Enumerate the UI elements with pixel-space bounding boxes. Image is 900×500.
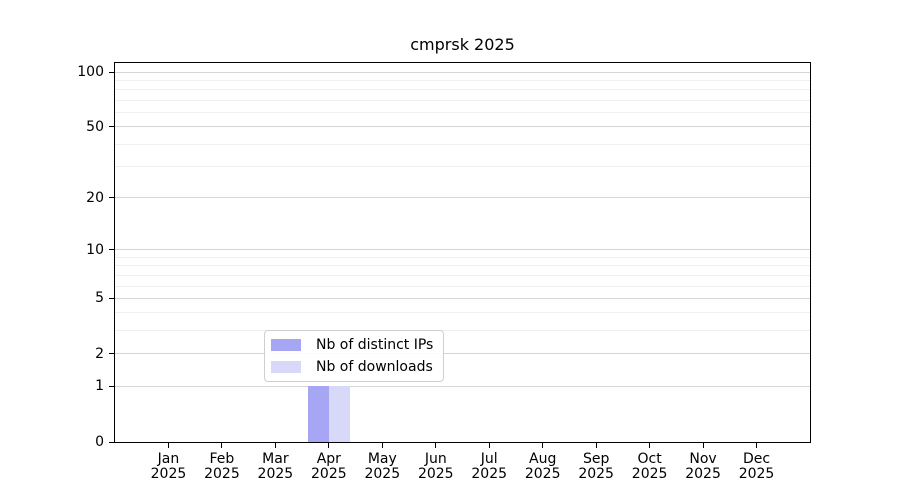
x-tick-label-year: 2025 [631, 466, 668, 482]
y-tick-label: 5 [95, 290, 104, 307]
x-tick-label-month: Mar [262, 451, 289, 467]
x-tick-label-year: 2025 [364, 466, 401, 482]
x-tick-label: Jul 2025 [457, 452, 521, 482]
gridline-minor [115, 312, 810, 314]
gridline-minor [115, 143, 810, 145]
x-tick-label-month: May [367, 451, 397, 467]
x-tick-mark [435, 443, 437, 448]
x-tick-label-month: Nov [689, 451, 717, 467]
x-tick-label: Sep 2025 [564, 452, 628, 482]
x-tick-label-month: Apr [316, 451, 341, 467]
gridline-minor [115, 99, 810, 101]
y-tick-mark [109, 197, 114, 199]
y-tick-mark [109, 441, 114, 443]
x-tick-label-month: Aug [529, 451, 557, 467]
y-tick-label: 20 [86, 189, 104, 206]
x-tick-mark [221, 443, 223, 448]
legend-swatch-distinct-ips [271, 339, 301, 351]
x-tick-label-month: Feb [209, 451, 235, 467]
y-tick-mark [109, 353, 114, 355]
y-tick-label: 1 [95, 378, 104, 395]
x-tick-mark [595, 443, 597, 448]
y-tick-mark [109, 385, 114, 387]
gridline-minor [115, 79, 810, 81]
y-tick-label: 2 [95, 345, 104, 362]
gridline-minor [115, 265, 810, 267]
x-tick-label: Aug 2025 [511, 452, 575, 482]
x-tick-label-year: 2025 [150, 466, 187, 482]
x-tick-label: Nov 2025 [671, 452, 735, 482]
y-tick-mark [109, 297, 114, 299]
y-tick-mark [109, 249, 114, 251]
x-tick-label-month: Oct [637, 451, 662, 467]
x-tick-label-year: 2025 [738, 466, 775, 482]
y-tick-label: 100 [77, 64, 104, 80]
x-tick-mark [381, 443, 383, 448]
gridline-minor [115, 256, 810, 258]
y-tick-label: 50 [86, 118, 104, 135]
x-tick-label-year: 2025 [471, 466, 508, 482]
legend-swatch-downloads [271, 361, 301, 373]
gridline-minor [115, 285, 810, 287]
plot-area [114, 62, 811, 443]
chart-title: cmprsk 2025 [410, 35, 515, 54]
gridline-minor [115, 330, 810, 332]
x-tick-label-month: Jun [424, 451, 447, 467]
x-tick-label-year: 2025 [685, 466, 721, 482]
gridline-major [115, 197, 810, 199]
y-tick-mark [109, 126, 114, 128]
x-tick-label-year: 2025 [204, 466, 240, 482]
gridline-minor [115, 274, 810, 276]
y-tick-label: 10 [86, 241, 104, 258]
x-tick-label-month: Dec [742, 451, 771, 467]
x-tick-mark [274, 443, 276, 448]
gridline-major [115, 297, 810, 299]
x-tick-label: Jan 2025 [136, 452, 200, 482]
gridline-major [115, 126, 810, 128]
x-tick-label-year: 2025 [524, 466, 561, 482]
x-tick-label: Jun 2025 [404, 452, 468, 482]
x-tick-label-year: 2025 [311, 466, 347, 482]
x-tick-label-month: Jul [480, 451, 498, 467]
legend-label-distinct-ips: Nb of distinct IPs [316, 337, 434, 353]
legend: Nb of distinct IPs Nb of downloads [264, 330, 445, 382]
gridline-major [115, 353, 810, 355]
x-tick-label: Mar 2025 [243, 452, 307, 482]
gridline-minor [115, 111, 810, 113]
x-tick-mark [702, 443, 704, 448]
x-tick-mark [542, 443, 544, 448]
gridline-major [115, 249, 810, 251]
y-tick-mark [109, 71, 114, 73]
x-tick-label-year: 2025 [257, 466, 294, 482]
x-tick-mark [488, 443, 490, 448]
gridline-major [115, 71, 810, 73]
x-tick-label-month: Sep [582, 451, 610, 467]
x-tick-label: Apr 2025 [297, 452, 361, 482]
gridline-minor [115, 166, 810, 168]
x-tick-label: Dec 2025 [725, 452, 789, 482]
y-tick-label: 0 [95, 434, 104, 450]
legend-item-downloads: Nb of downloads [271, 359, 433, 375]
x-tick-mark [167, 443, 169, 448]
x-tick-label-month: Jan [157, 451, 180, 467]
x-tick-label: Feb 2025 [190, 452, 254, 482]
legend-item-distinct-ips: Nb of distinct IPs [271, 337, 433, 353]
x-tick-mark [649, 443, 651, 448]
x-tick-mark [756, 443, 758, 448]
legend-label-downloads: Nb of downloads [316, 359, 433, 375]
x-tick-mark [328, 443, 330, 448]
gridline-major [115, 385, 810, 387]
x-tick-label-year: 2025 [417, 466, 454, 482]
x-tick-label: Oct 2025 [618, 452, 682, 482]
x-tick-label-year: 2025 [578, 466, 614, 482]
gridline-minor [115, 89, 810, 91]
bar-distinct-ips [307, 386, 329, 442]
x-tick-label: May 2025 [350, 452, 414, 482]
bar-downloads [328, 386, 350, 442]
